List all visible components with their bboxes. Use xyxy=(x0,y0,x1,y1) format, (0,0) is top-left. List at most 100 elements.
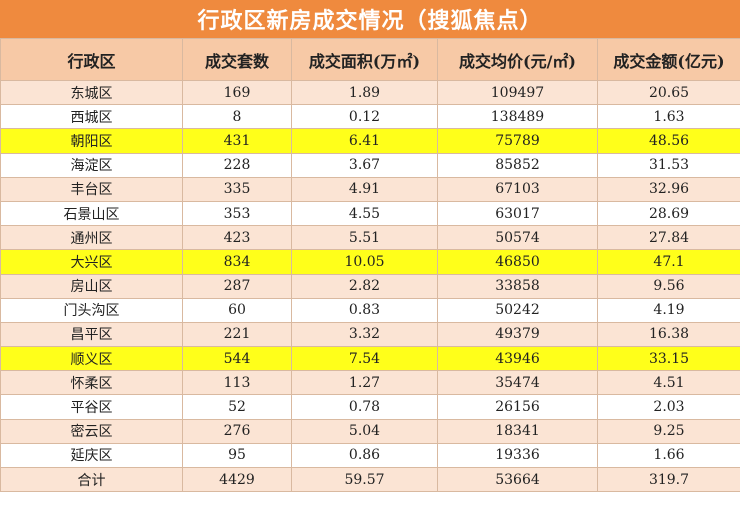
value-cell: 0.12 xyxy=(291,104,438,130)
value-cell: 3.67 xyxy=(291,152,438,178)
column-header: 成交面积(万㎡) xyxy=(291,38,438,81)
value-cell: 50574 xyxy=(437,225,598,251)
value-cell: 20.65 xyxy=(597,79,740,106)
value-cell: 35474 xyxy=(437,370,598,396)
value-cell: 31.53 xyxy=(597,152,740,178)
value-cell: 834 xyxy=(182,249,292,275)
table-row: 延庆区 95 0.86 19336 1.66 xyxy=(0,442,740,469)
value-cell: 19336 xyxy=(437,442,598,469)
district-cell: 顺义区 xyxy=(0,346,183,372)
value-cell: 221 xyxy=(182,321,292,348)
value-cell: 423 xyxy=(182,225,292,251)
value-cell: 353 xyxy=(182,200,292,227)
value-cell: 4429 xyxy=(182,466,292,493)
value-cell: 3.32 xyxy=(291,321,438,348)
district-cell: 密云区 xyxy=(0,418,183,444)
value-cell: 4.19 xyxy=(597,297,740,323)
value-cell: 67103 xyxy=(437,176,598,202)
value-cell: 32.96 xyxy=(597,176,740,202)
value-cell: 109497 xyxy=(437,79,598,106)
value-cell: 43946 xyxy=(437,346,598,372)
value-cell: 113 xyxy=(182,370,292,396)
table-row: 密云区 276 5.04 18341 9.25 xyxy=(0,418,740,444)
value-cell: 431 xyxy=(182,128,292,154)
table-title: 行政区新房成交情况（搜狐焦点） xyxy=(0,0,740,38)
table-row: 顺义区 544 7.54 43946 33.15 xyxy=(0,346,740,372)
value-cell: 50242 xyxy=(437,297,598,323)
value-cell: 60 xyxy=(182,297,292,323)
table-row: 东城区 169 1.89 109497 20.65 xyxy=(0,79,740,106)
value-cell: 0.83 xyxy=(291,297,438,323)
value-cell: 0.86 xyxy=(291,442,438,469)
value-cell: 169 xyxy=(182,79,292,106)
value-cell: 16.38 xyxy=(597,321,740,348)
table-row: 合计 4429 59.57 53664 319.7 xyxy=(0,466,740,493)
district-cell: 平谷区 xyxy=(0,394,183,420)
district-cell: 朝阳区 xyxy=(0,128,183,154)
value-cell: 335 xyxy=(182,176,292,202)
value-cell: 2.82 xyxy=(291,273,438,299)
header-row: 行政区 成交套数 成交面积(万㎡) 成交均价(元/㎡) 成交金额(亿元) xyxy=(0,38,740,81)
district-cell: 合计 xyxy=(0,466,183,493)
value-cell: 4.91 xyxy=(291,176,438,202)
district-cell: 东城区 xyxy=(0,79,183,106)
value-cell: 544 xyxy=(182,346,292,372)
value-cell: 85852 xyxy=(437,152,598,178)
value-cell: 46850 xyxy=(437,249,598,275)
value-cell: 49379 xyxy=(437,321,598,348)
value-cell: 6.41 xyxy=(291,128,438,154)
district-cell: 西城区 xyxy=(0,104,183,130)
value-cell: 4.55 xyxy=(291,200,438,227)
district-cell: 门头沟区 xyxy=(0,297,183,323)
column-header: 成交均价(元/㎡) xyxy=(437,38,598,81)
value-cell: 1.66 xyxy=(597,442,740,469)
column-header: 成交套数 xyxy=(182,38,292,81)
value-cell: 28.69 xyxy=(597,200,740,227)
value-cell: 2.03 xyxy=(597,394,740,420)
value-cell: 276 xyxy=(182,418,292,444)
value-cell: 1.27 xyxy=(291,370,438,396)
district-cell: 大兴区 xyxy=(0,249,183,275)
value-cell: 319.7 xyxy=(597,466,740,493)
value-cell: 287 xyxy=(182,273,292,299)
data-table: 行政区 成交套数 成交面积(万㎡) 成交均价(元/㎡) 成交金额(亿元) 东城区 169 1… xyxy=(0,38,740,493)
value-cell: 5.04 xyxy=(291,418,438,444)
value-cell: 228 xyxy=(182,152,292,178)
value-cell: 138489 xyxy=(437,104,598,130)
table-row: 丰台区 335 4.91 67103 32.96 xyxy=(0,176,740,202)
table-row: 平谷区 52 0.78 26156 2.03 xyxy=(0,394,740,420)
table-row: 大兴区 834 10.05 46850 47.1 xyxy=(0,249,740,275)
value-cell: 33858 xyxy=(437,273,598,299)
value-cell: 4.51 xyxy=(597,370,740,396)
value-cell: 9.56 xyxy=(597,273,740,299)
value-cell: 18341 xyxy=(437,418,598,444)
district-cell: 房山区 xyxy=(0,273,183,299)
value-cell: 27.84 xyxy=(597,225,740,251)
value-cell: 0.78 xyxy=(291,394,438,420)
district-cell: 海淀区 xyxy=(0,152,183,178)
table-row: 朝阳区 431 6.41 75789 48.56 xyxy=(0,128,740,154)
table-row: 西城区 8 0.12 138489 1.63 xyxy=(0,104,740,130)
column-header: 成交金额(亿元) xyxy=(597,38,740,81)
district-cell: 昌平区 xyxy=(0,321,183,348)
value-cell: 1.89 xyxy=(291,79,438,106)
table-row: 房山区 287 2.82 33858 9.56 xyxy=(0,273,740,299)
value-cell: 9.25 xyxy=(597,418,740,444)
value-cell: 59.57 xyxy=(291,466,438,493)
table-row: 石景山区 353 4.55 63017 28.69 xyxy=(0,200,740,227)
value-cell: 75789 xyxy=(437,128,598,154)
district-cell: 怀柔区 xyxy=(0,370,183,396)
value-cell: 33.15 xyxy=(597,346,740,372)
value-cell: 7.54 xyxy=(291,346,438,372)
table-row: 门头沟区 60 0.83 50242 4.19 xyxy=(0,297,740,323)
value-cell: 48.56 xyxy=(597,128,740,154)
table-row: 昌平区 221 3.32 49379 16.38 xyxy=(0,321,740,348)
column-header: 行政区 xyxy=(0,38,183,81)
table-row: 海淀区 228 3.67 85852 31.53 xyxy=(0,152,740,178)
value-cell: 63017 xyxy=(437,200,598,227)
district-cell: 石景山区 xyxy=(0,200,183,227)
table-row: 通州区 423 5.51 50574 27.84 xyxy=(0,225,740,251)
value-cell: 8 xyxy=(182,104,292,130)
value-cell: 53664 xyxy=(437,466,598,493)
